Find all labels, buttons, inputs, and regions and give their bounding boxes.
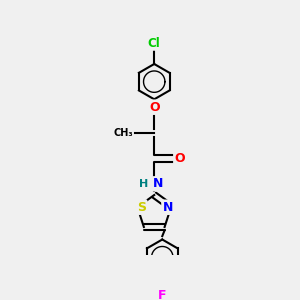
Text: O: O [174,152,185,165]
Text: S: S [137,201,146,214]
Text: CH₃: CH₃ [113,128,133,138]
Text: Cl: Cl [148,37,161,50]
Text: O: O [149,101,160,114]
Text: N: N [153,177,164,190]
Text: F: F [158,289,166,300]
Text: N: N [162,201,173,214]
Text: H: H [139,179,148,189]
